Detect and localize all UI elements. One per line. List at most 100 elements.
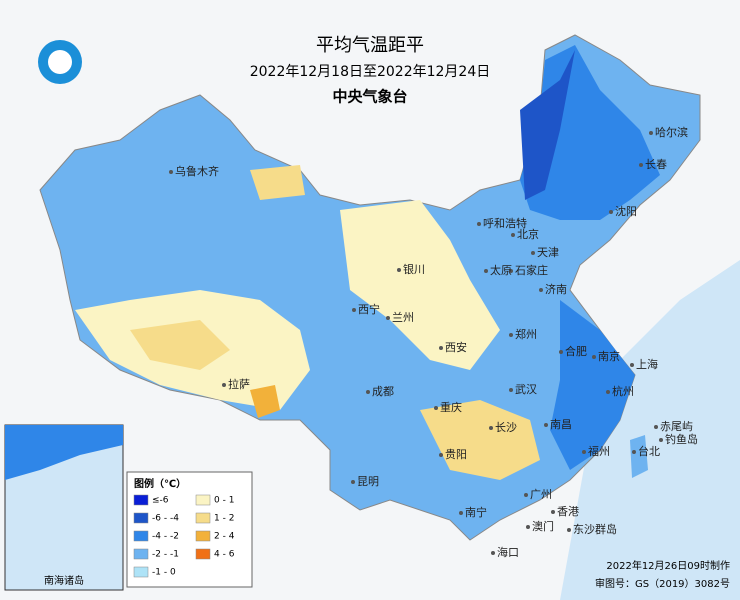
sea	[560, 260, 740, 600]
city-label: 合肥	[565, 344, 587, 358]
title: 平均气温距平	[316, 35, 424, 56]
city-dot	[539, 288, 543, 292]
city-label: 西宁	[358, 302, 380, 316]
city-dot	[606, 390, 610, 394]
city-label: 重庆	[440, 400, 462, 414]
legend-swatch	[195, 530, 211, 542]
city-label: 杭州	[612, 384, 634, 398]
legend-swatch	[133, 566, 149, 578]
legend-label: 0 - 1	[214, 496, 234, 506]
city-label: 上海	[636, 357, 658, 371]
city-dot	[489, 426, 493, 430]
city-dot	[509, 388, 513, 392]
taiwan	[630, 435, 648, 478]
legend-swatch	[195, 494, 211, 506]
city-label: 石家庄	[515, 263, 548, 277]
legend-label: 4 - 6	[214, 550, 235, 560]
legend-swatch	[195, 512, 211, 524]
city-dot	[524, 493, 528, 497]
city-dot	[397, 268, 401, 272]
anomaly-region	[250, 385, 280, 418]
city-dot	[169, 170, 173, 174]
legend-label: 2 - 4	[214, 532, 235, 542]
city-label: 南昌	[550, 418, 572, 431]
city-label: 郑州	[515, 327, 537, 341]
anomaly-region	[340, 200, 500, 370]
city-label: 兰州	[392, 311, 414, 324]
city-dot	[582, 450, 586, 454]
legend-swatch	[133, 512, 149, 524]
city-label: 南京	[598, 349, 620, 363]
city-label: 银川	[403, 262, 425, 276]
legend-label: -2 - -1	[152, 550, 179, 560]
city-label: 南宁	[465, 505, 487, 519]
city-label: 海口	[497, 545, 519, 559]
city-label: 太原	[490, 264, 512, 277]
city-label: 拉萨	[228, 377, 250, 391]
inset-land	[5, 425, 123, 480]
legend-label: -1 - 0	[152, 568, 176, 578]
legend-items: ≤-6 -6 - -4 -4 - -2 -2 - -1 -1 - 0 0 - 1 1 - 2…	[133, 494, 235, 578]
city-label: 武汉	[515, 383, 537, 396]
anomaly-region	[550, 300, 635, 470]
legend-swatch	[133, 494, 149, 506]
subtitle: 2022年12月18日至2022年12月24日	[250, 64, 491, 80]
city-dot	[222, 383, 226, 387]
city-dot	[609, 210, 613, 214]
anomaly-region	[420, 400, 540, 480]
city-dot	[567, 528, 571, 532]
legend-label: -6 - -4	[152, 514, 179, 524]
city-dot	[531, 251, 535, 255]
city-label: 北京	[517, 227, 539, 241]
anomaly-region	[250, 165, 305, 200]
logo	[48, 50, 72, 74]
city-dot	[491, 551, 495, 555]
city-dot	[352, 308, 356, 312]
city-dot	[386, 316, 390, 320]
city-label: 西安	[445, 340, 467, 354]
city-dot	[484, 269, 488, 273]
city-label: 台北	[638, 444, 660, 458]
city-label: 福州	[588, 444, 610, 458]
city-dot	[509, 269, 513, 273]
legend-swatch	[133, 530, 149, 542]
city-dot	[439, 453, 443, 457]
city-dot	[509, 333, 513, 337]
city-dot	[559, 350, 563, 354]
city-dot	[459, 511, 463, 515]
inset-label: 南海诸岛	[44, 574, 84, 587]
org: 中央气象台	[332, 88, 407, 106]
anomaly-region	[130, 320, 230, 370]
city-label: 贵阳	[445, 448, 467, 461]
city-label: 乌鲁木齐	[175, 164, 219, 178]
city-label: 赤尾屿	[660, 420, 693, 433]
city-label: 昆明	[357, 475, 379, 488]
city-dot	[649, 131, 653, 135]
anomaly-region	[520, 50, 575, 200]
city-dot	[526, 525, 530, 529]
city-label: 钓鱼岛	[665, 432, 698, 446]
legend-swatch	[133, 548, 149, 560]
city-dot	[434, 406, 438, 410]
city-dot	[511, 233, 515, 237]
city-label: 广州	[530, 488, 552, 501]
city-label: 哈尔滨	[655, 125, 688, 139]
city-label: 长春	[645, 158, 667, 171]
legend-label: 1 - 2	[214, 514, 234, 524]
city-dot	[439, 346, 443, 350]
legend-label: ≤-6	[152, 496, 169, 506]
city-dot	[659, 438, 663, 442]
city-dot	[351, 480, 355, 484]
city-dot	[366, 390, 370, 394]
city-dot	[551, 510, 555, 514]
legend-swatch	[195, 548, 211, 560]
city-label: 成都	[372, 385, 394, 398]
legend-title: 图例（℃）	[134, 477, 186, 490]
city-label: 天津	[537, 246, 559, 259]
footer-approval: 审图号：GS（2019）3082号	[595, 577, 730, 590]
city-dot	[592, 355, 596, 359]
legend-label: -4 - -2	[152, 532, 179, 542]
city-label: 香港	[557, 505, 579, 518]
city-label: 澳门	[532, 519, 554, 533]
